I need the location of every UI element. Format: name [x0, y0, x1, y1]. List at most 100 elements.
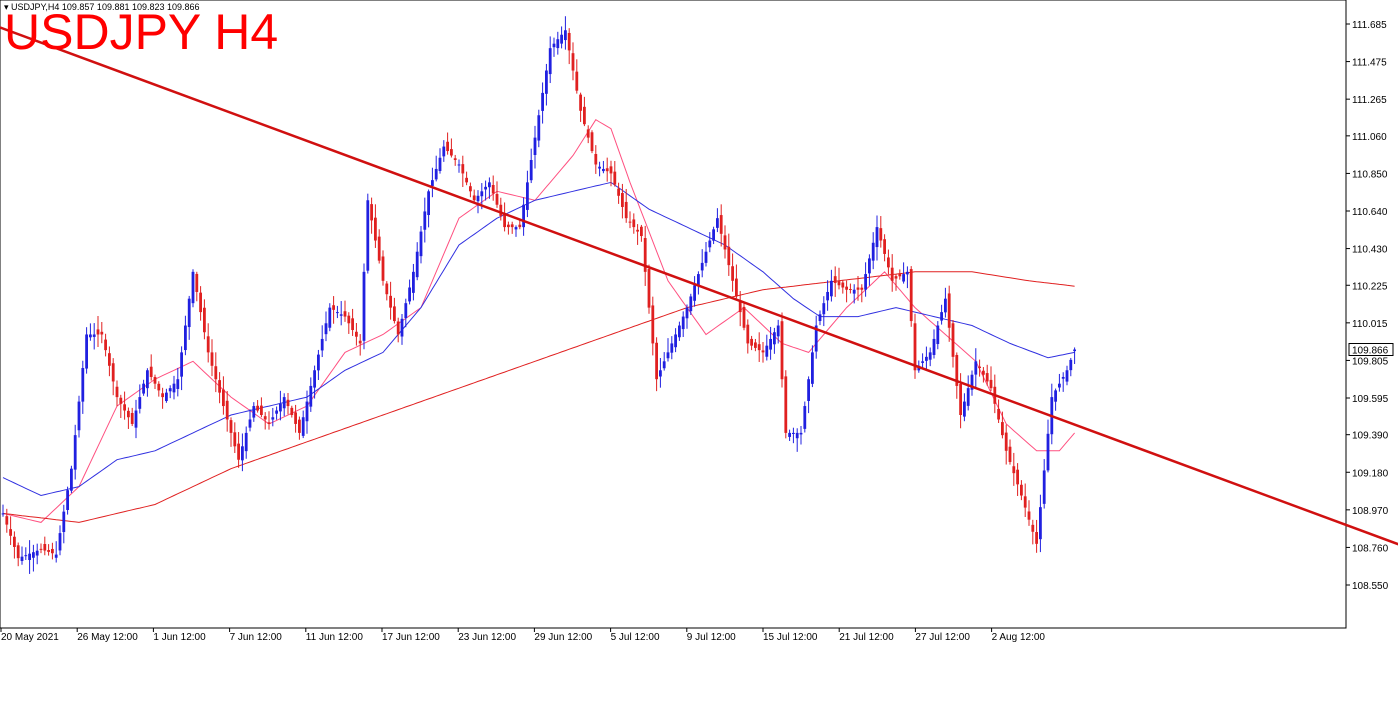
candle: [491, 175, 495, 201]
candle-body: [412, 271, 415, 293]
dropdown-triangle-icon[interactable]: ▾: [4, 2, 9, 12]
candle: [674, 328, 677, 353]
candle: [913, 313, 917, 379]
candle: [776, 319, 780, 344]
candle: [286, 392, 290, 415]
candle-body: [81, 368, 85, 402]
candle: [476, 190, 480, 214]
candle-body: [92, 334, 96, 337]
candle: [890, 254, 894, 292]
candle-body: [153, 377, 157, 384]
candle-body: [491, 184, 495, 194]
candle-body: [849, 288, 852, 290]
candle: [408, 279, 411, 305]
candle-body: [602, 168, 605, 172]
candle: [571, 42, 575, 81]
candle-body: [1039, 507, 1042, 540]
candle-body: [887, 257, 890, 268]
candle-body: [989, 379, 993, 389]
candle-body: [130, 412, 134, 424]
candle-body: [339, 314, 343, 316]
candle-body: [324, 323, 328, 335]
candle-body: [898, 273, 902, 277]
descending-trendline[interactable]: [0, 0, 1398, 551]
candle-body: [423, 211, 427, 230]
price-label-box: [1348, 343, 1394, 357]
candle-body: [404, 303, 408, 319]
candle: [1031, 519, 1035, 545]
candle: [62, 504, 66, 544]
candle-body: [700, 262, 704, 271]
candle: [81, 360, 85, 414]
y-tick-label: 111.475: [1352, 58, 1387, 69]
candle-body: [966, 388, 970, 406]
candle: [389, 281, 392, 320]
candle-body: [168, 388, 172, 392]
candle-body: [738, 300, 742, 313]
candle: [575, 59, 579, 94]
candle: [119, 394, 123, 419]
candle: [826, 280, 829, 311]
candle-body: [119, 397, 123, 404]
candle: [260, 397, 263, 418]
candle-body: [488, 182, 491, 188]
candle-body: [184, 325, 187, 351]
candle: [294, 404, 297, 433]
candle: [305, 390, 309, 434]
candle-body: [799, 432, 803, 435]
candle-body: [427, 191, 430, 216]
candle: [214, 352, 218, 393]
candle-body: [377, 236, 381, 261]
candle-body: [970, 374, 974, 390]
candle-body: [583, 106, 586, 125]
x-tick-label: 5 Jul 12:00: [611, 632, 660, 643]
candle: [997, 399, 1000, 423]
candle: [632, 213, 636, 234]
candle: [944, 287, 947, 318]
candle: [799, 426, 803, 445]
candle-body: [852, 289, 856, 294]
candle-body: [769, 338, 772, 350]
candle: [643, 225, 647, 286]
candle: [780, 312, 784, 388]
candle-body: [248, 419, 252, 428]
candle-body: [142, 383, 145, 394]
candle-body: [841, 282, 845, 288]
candle-body: [309, 385, 313, 407]
candle-body: [632, 219, 636, 228]
candle-body: [210, 352, 214, 366]
candle: [13, 531, 16, 559]
candle: [651, 296, 655, 356]
candle-body: [643, 238, 647, 272]
candle: [32, 544, 35, 572]
candle-body: [457, 164, 461, 166]
candle-body: [199, 292, 202, 313]
candle: [1012, 452, 1016, 486]
candle: [609, 160, 613, 187]
candle: [678, 321, 681, 341]
candle: [339, 301, 343, 326]
candle-body: [465, 177, 468, 183]
candle: [1046, 419, 1050, 473]
candle-body: [883, 239, 886, 254]
candle: [533, 125, 537, 169]
candle-body: [507, 224, 510, 228]
candle: [871, 232, 875, 270]
candle-body: [237, 443, 240, 460]
candle-body: [62, 511, 66, 532]
trendline-group[interactable]: [0, 0, 1398, 551]
candle-body: [161, 393, 164, 398]
candle-body: [294, 412, 297, 424]
candle-body: [875, 227, 879, 248]
candle: [328, 303, 332, 332]
candle: [374, 204, 377, 248]
candle-body: [860, 287, 864, 290]
candle-body: [1008, 446, 1012, 462]
candle-body: [928, 352, 932, 360]
candle-body: [450, 149, 453, 156]
candle: [309, 377, 313, 412]
candle: [526, 170, 529, 218]
candle-body: [206, 336, 210, 353]
candle: [598, 161, 601, 177]
